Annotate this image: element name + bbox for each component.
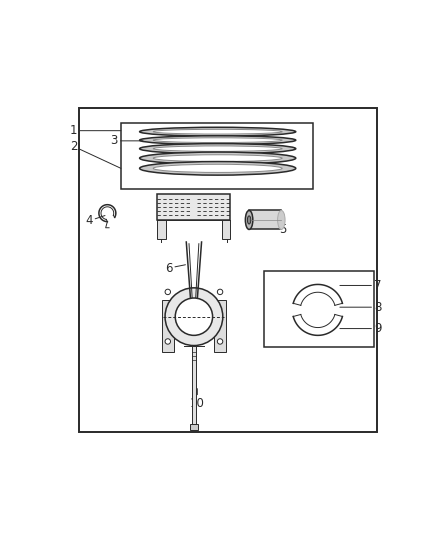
Bar [157,195,230,220]
Ellipse shape [140,136,296,144]
Circle shape [217,289,223,295]
Text: 7: 7 [340,279,381,292]
Ellipse shape [140,143,296,154]
Circle shape [165,339,170,344]
Ellipse shape [245,211,253,229]
Circle shape [165,288,223,345]
Text: 3: 3 [110,134,143,147]
Bar [192,345,196,424]
Bar [249,211,281,229]
Ellipse shape [153,155,282,161]
Bar [78,108,377,432]
Circle shape [175,298,212,335]
Text: 1: 1 [70,124,121,137]
Circle shape [217,339,223,344]
Circle shape [165,289,170,295]
Bar [264,271,374,347]
Text: 5: 5 [267,222,286,236]
Text: 10: 10 [190,389,205,410]
Text: 4: 4 [85,214,105,228]
Bar [222,220,230,239]
Bar [190,424,198,430]
Ellipse shape [140,152,296,164]
Text: 9: 9 [340,322,381,335]
Bar [214,301,226,352]
Ellipse shape [278,211,285,229]
Bar [157,220,166,239]
Ellipse shape [153,164,282,172]
Ellipse shape [153,130,282,134]
Bar [121,123,313,189]
Ellipse shape [140,127,296,136]
Ellipse shape [140,161,296,175]
Ellipse shape [153,138,282,142]
Bar [162,301,174,352]
Text: 2: 2 [70,140,121,168]
Text: 8: 8 [340,301,381,314]
Ellipse shape [153,146,282,151]
Text: 6: 6 [165,262,185,274]
Ellipse shape [247,216,251,224]
